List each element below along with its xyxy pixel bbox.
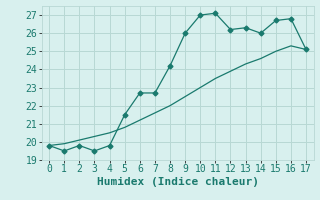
X-axis label: Humidex (Indice chaleur): Humidex (Indice chaleur) — [97, 177, 259, 187]
